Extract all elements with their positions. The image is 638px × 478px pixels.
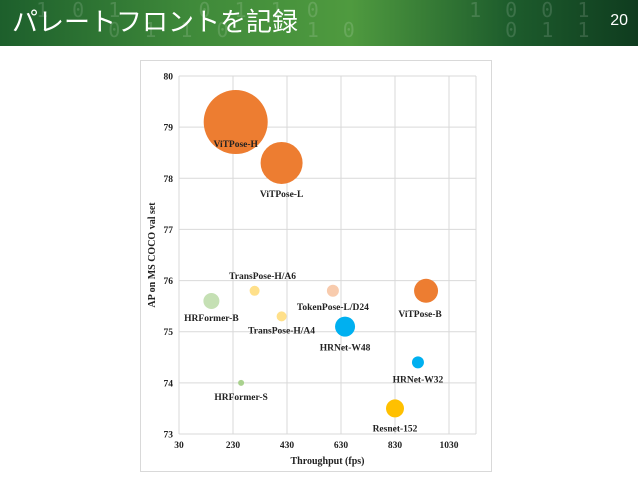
x-tick-label: 230 [226, 441, 241, 451]
page-number: 20 [610, 12, 628, 29]
y-tick-label: 79 [164, 124, 174, 134]
label-layer: ViTPose-H ViTPose-L ViTPose-B TransPose-H/A… [184, 140, 443, 434]
grid-layer [178, 75, 477, 435]
bubble-tokenpose-l-d24 [326, 284, 339, 297]
y-tick-label: 76 [164, 277, 174, 287]
point-label: ViTPose-L [260, 190, 303, 200]
point-label: TokenPose-L/D24 [297, 303, 369, 313]
y-tick-label: 78 [164, 175, 174, 185]
y-tick-label: 75 [164, 328, 174, 338]
bubble-hrnet-w48 [335, 316, 356, 337]
point-label: ViTPose-B [398, 310, 442, 320]
point-label: Resnet-152 [373, 424, 418, 434]
y-tick-label: 74 [164, 379, 174, 389]
bubble-layer [203, 90, 439, 418]
axis-layer: 73 74 75 76 77 78 79 80 30 230 430 630 830 1030 [164, 73, 459, 452]
x-tick-label: 430 [280, 441, 295, 451]
slide-header: 1 0 1 0 1 1 0 1 0 0 1 0 1 1 0 1 0 0 1 1 … [0, 0, 638, 46]
bubble-vitpose-l [260, 141, 303, 184]
bubble-vitpose-h [203, 90, 268, 155]
bubble-chart: 73 74 75 76 77 78 79 80 30 230 430 630 830 1030 ViTPo… [147, 73, 477, 467]
bubble-vitpose-b [414, 278, 439, 303]
x-axis-label: Throughput (fps) [290, 456, 364, 467]
x-tick-label: 1030 [440, 441, 459, 451]
y-tick-label: 80 [164, 73, 174, 83]
y-tick-label: 77 [164, 226, 174, 236]
bubble-transpose-h-a6 [249, 285, 260, 296]
point-label: HRNet-W32 [393, 375, 444, 385]
bubble-resnet-152 [386, 399, 404, 418]
y-axis-label: AP on MS COCO val set [147, 202, 158, 308]
point-label: HRFormer-B [184, 314, 239, 324]
x-tick-label: 30 [174, 441, 184, 451]
bubble-hrformer-b [203, 293, 220, 310]
point-label: HRFormer-S [214, 393, 267, 403]
slide-title: パレートフロントを記録 [12, 8, 299, 38]
point-label: TransPose-H/A4 [248, 326, 315, 336]
bubble-hrnet-w32 [411, 356, 424, 369]
x-tick-label: 630 [334, 441, 349, 451]
y-tick-label: 73 [164, 431, 174, 441]
chart-frame: 73 74 75 76 77 78 79 80 30 230 430 630 830 1030 ViTPo… [140, 60, 492, 472]
x-tick-label: 830 [388, 441, 403, 451]
binary-pattern-decoration: 1 0 1 0 1 1 0 1 0 0 1 0 1 1 0 1 0 0 1 1 … [36, 0, 596, 42]
bubble-transpose-h-a4 [276, 311, 287, 322]
bubble-hrformer-s [238, 379, 245, 386]
point-label: ViTPose-H [213, 140, 258, 150]
point-label: TransPose-H/A6 [229, 272, 296, 282]
point-label: HRNet-W48 [320, 344, 371, 354]
